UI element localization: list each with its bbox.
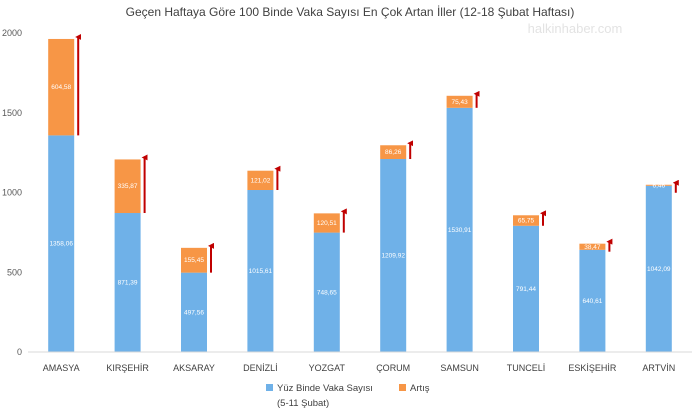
- bar-cases-8: [579, 249, 606, 352]
- bar-cases-2: [181, 272, 207, 352]
- data-label-cases: 748,65: [317, 289, 337, 296]
- x-category-label: YOZGAT: [309, 363, 346, 373]
- bar-increase-6: [446, 95, 473, 108]
- x-category-label: DENİZLİ: [243, 363, 278, 373]
- data-label-increase: 38,47: [584, 244, 601, 251]
- legend-label-cases-line2: (5-11 Şubat): [277, 398, 329, 409]
- data-label-cases: 1530,91: [448, 227, 472, 234]
- bar-increase-0: [48, 38, 75, 136]
- bars: [48, 38, 672, 352]
- bar-cases-7: [513, 225, 539, 352]
- bar-increase-1: [114, 159, 141, 214]
- data-label-increase: 75,43: [451, 99, 468, 106]
- x-category-label: TUNCELİ: [507, 363, 546, 373]
- data-labels: 1358,06 604,58 871,39 335,87 497,56 155,45 101…: [49, 84, 670, 316]
- bar-increase-3: [247, 170, 274, 191]
- y-tick-label: 2000: [2, 28, 22, 38]
- axes: 0 500 1000 1500 2000 AMASYA KIRŞEHİR AKSARAY DEN…: [2, 28, 692, 373]
- data-label-increase: 120,51: [317, 220, 337, 227]
- x-category-label: ESKİŞEHİR: [568, 363, 617, 373]
- y-tick-label: 0: [17, 347, 22, 357]
- data-label-increase: 121,02: [250, 177, 270, 184]
- bar-cases-1: [114, 213, 141, 352]
- bar-cases-3: [247, 190, 274, 352]
- increase-arrows: [75, 33, 679, 273]
- data-label-cases: 497,56: [184, 309, 204, 316]
- legend-label-cases-line1: Yüz Binde Vaka Sayısı: [277, 383, 373, 394]
- bar-cases-6: [446, 107, 473, 352]
- bar-increase-4: [313, 213, 340, 233]
- data-label-cases: 1015,61: [249, 268, 273, 275]
- bar-cases-5: [380, 159, 407, 352]
- y-tick-label: 1500: [2, 108, 22, 118]
- bar-increase-5: [380, 145, 407, 160]
- bar-increase-8: [579, 243, 606, 250]
- legend-swatch-increase: [399, 384, 406, 391]
- legend-label-increase: Artış: [410, 383, 430, 394]
- legend: Yüz Binde Vaka Sayısı (5-11 Şubat) Artış: [266, 383, 430, 409]
- y-tick-label: 500: [7, 267, 22, 277]
- bar-cases-0: [48, 135, 75, 352]
- data-label-cases: 1358,06: [49, 241, 73, 248]
- bar-cases-4: [313, 232, 340, 352]
- bar-increase-2: [181, 247, 207, 273]
- data-label-cases: 791,44: [516, 286, 536, 293]
- x-category-label: SAMSUN: [440, 363, 479, 373]
- watermark: halkinhaber.com: [528, 21, 623, 36]
- bar-increase-7: [513, 215, 539, 226]
- data-label-increase: 335,87: [118, 183, 138, 190]
- data-label-cases: 1042,09: [647, 266, 671, 273]
- data-label-increase: 65,75: [518, 218, 535, 225]
- bar-cases-9: [645, 185, 672, 352]
- data-label-increase: 604,58: [51, 84, 71, 91]
- x-category-label: KIRŞEHİR: [106, 363, 149, 373]
- x-category-label: AMASYA: [43, 363, 80, 373]
- data-label-increase: 86,26: [385, 149, 402, 156]
- x-category-label: ARTVİN: [642, 363, 675, 373]
- chart-title: Geçen Haftaya Göre 100 Binde Vaka Sayısı…: [126, 5, 575, 19]
- x-category-label: AKSARAY: [173, 363, 215, 373]
- y-tick-label: 1000: [2, 188, 22, 198]
- legend-swatch-cases: [266, 384, 273, 391]
- data-label-cases: 1209,92: [381, 253, 405, 260]
- data-label-increase: 155,45: [184, 257, 204, 264]
- x-category-label: ÇORUM: [376, 363, 410, 373]
- data-label-cases: 871,39: [118, 280, 138, 287]
- data-label-increase: 6,46: [652, 182, 665, 189]
- data-label-cases: 640,61: [582, 298, 602, 305]
- bar-increase-9: [645, 184, 672, 186]
